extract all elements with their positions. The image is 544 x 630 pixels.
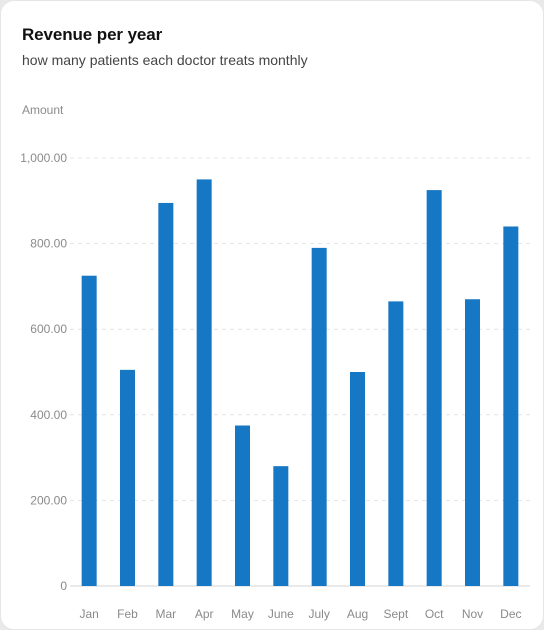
x-tick-label: Sept: [383, 607, 408, 621]
x-tick-label: June: [268, 607, 294, 621]
y-axis-label: Amount: [22, 103, 64, 117]
x-tick-label: Mar: [155, 607, 176, 621]
x-tick-label: Dec: [500, 607, 521, 621]
y-tick-label: 600.00: [30, 322, 67, 336]
x-tick-label: Feb: [117, 607, 138, 621]
bar-aug[interactable]: [350, 372, 365, 586]
bar-mar[interactable]: [158, 202, 174, 586]
y-tick-label: 800.00: [30, 237, 67, 251]
x-tick-label: July: [308, 607, 329, 621]
y-tick-label: 400.00: [30, 408, 67, 422]
x-tick-label: May: [231, 607, 254, 621]
bar-oct[interactable]: [426, 190, 442, 586]
x-tick-label: Apr: [195, 607, 214, 621]
bar-feb[interactable]: [120, 369, 135, 586]
x-tick-label: Jan: [79, 607, 98, 621]
bar-july[interactable]: [311, 247, 327, 586]
bar-apr[interactable]: [196, 179, 212, 586]
bars: [81, 179, 519, 587]
y-tick-label: 0: [60, 579, 67, 593]
x-axis-ticks: Jan Feb Mar Apr May June July Aug Sept Oct Nov Dec: [79, 607, 521, 621]
bar-nov[interactable]: [465, 299, 480, 586]
gridlines: [70, 157, 530, 587]
y-tick-label: 1,000.00: [20, 151, 67, 165]
chart-subtitle: how many patients each doctor treats mon…: [22, 52, 308, 68]
x-tick-label: Nov: [462, 607, 483, 621]
bar-june[interactable]: [273, 466, 289, 586]
bar-jan[interactable]: [81, 275, 97, 586]
bar-dec[interactable]: [503, 226, 519, 587]
y-tick-label: 200.00: [30, 493, 67, 507]
chart-title: Revenue per year: [22, 25, 163, 44]
x-tick-label: Oct: [425, 607, 444, 621]
x-tick-label: Aug: [347, 607, 368, 621]
bar-sept[interactable]: [388, 301, 404, 586]
y-axis-ticks: 0 200.00 400.00 600.00 800.00 1,000.00: [20, 151, 67, 593]
bar-may[interactable]: [235, 425, 250, 587]
